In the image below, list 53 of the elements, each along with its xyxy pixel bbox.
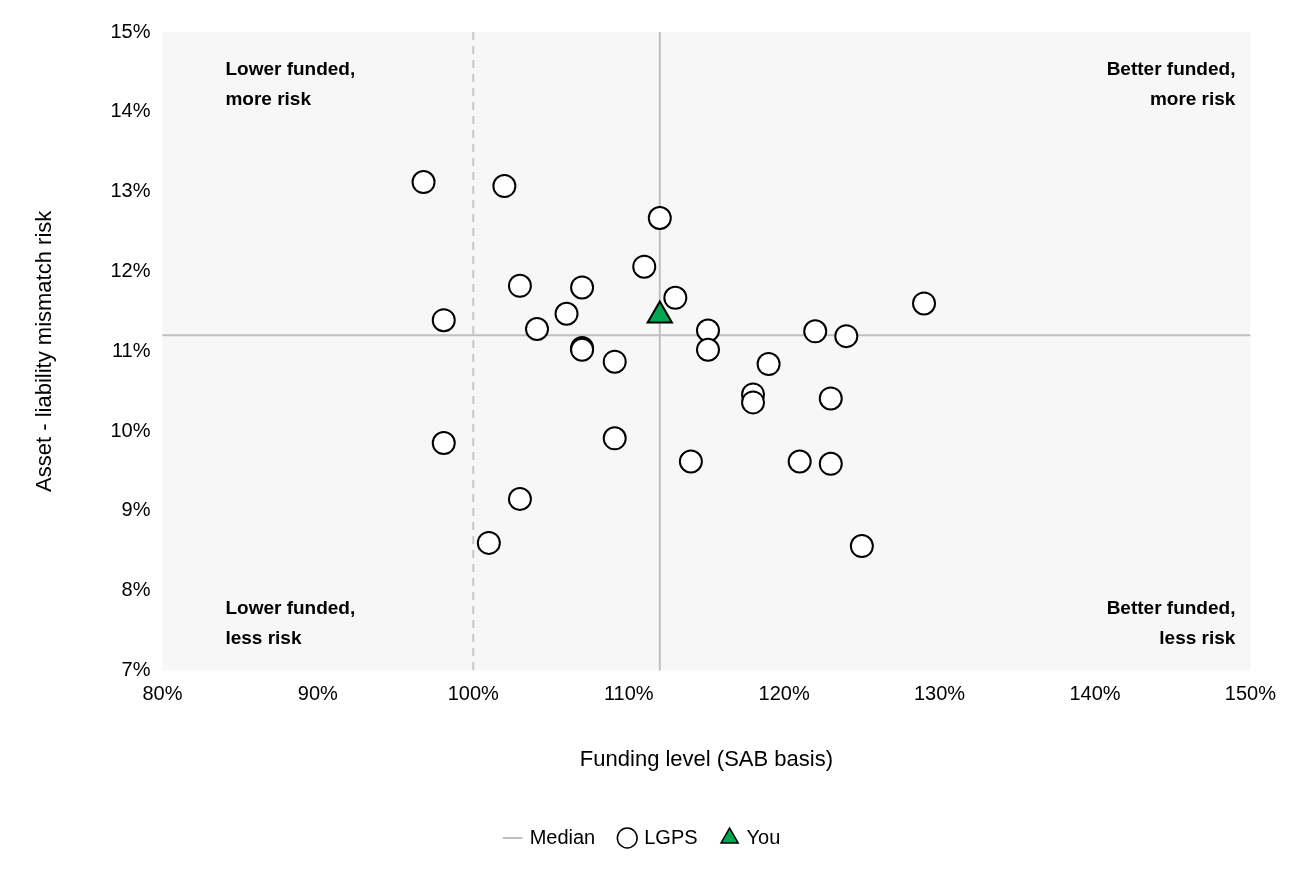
y-axis-title: Asset - liability mismatch risk (31, 209, 57, 492)
y-tick-label: 13% (110, 179, 151, 202)
legend-label: Median (529, 825, 596, 848)
point (602, 426, 627, 451)
point (570, 275, 595, 300)
x-tick-label: 150% (1224, 682, 1277, 705)
x-tick-label: 140% (1069, 682, 1121, 705)
point (818, 386, 843, 411)
y-tick-label: 7% (121, 658, 151, 681)
point (632, 254, 657, 279)
y-tick-label: 15% (110, 19, 151, 42)
x-tick-label: 120% (758, 682, 810, 705)
y-tick-label: 12% (110, 258, 151, 281)
annotation: Lower funded, less risk (225, 596, 356, 648)
point (431, 308, 456, 333)
point (818, 451, 843, 476)
point (741, 390, 766, 415)
y-tick-label: 11% (111, 338, 151, 361)
point (849, 534, 874, 559)
y-tick-label: 9% (121, 498, 151, 521)
point (431, 431, 456, 456)
point (554, 301, 579, 326)
point (525, 316, 550, 341)
x-tick-label: 80% (142, 682, 183, 705)
point (663, 285, 688, 310)
point (492, 174, 517, 199)
point (803, 319, 828, 344)
annotation: Better funded, more risk (1106, 58, 1236, 110)
point (507, 273, 532, 298)
y-tick-label: 14% (110, 99, 151, 122)
x-tick-label: 90% (297, 682, 339, 705)
x-axis-title: Funding level (SAB basis) (579, 745, 833, 771)
point (912, 291, 937, 316)
point (834, 324, 859, 349)
point (647, 205, 672, 230)
point (411, 170, 436, 195)
annotation: Lower funded, more risk (225, 58, 356, 110)
point (476, 530, 501, 555)
legend-label: You (746, 825, 781, 848)
point (756, 352, 781, 377)
point (695, 318, 720, 343)
x-tick-label: 130% (913, 682, 966, 705)
point (602, 349, 627, 374)
x-tick-label: 100% (447, 682, 500, 705)
point (695, 337, 720, 362)
y-tick-label: 8% (121, 578, 151, 601)
legend-label: LGPS (644, 825, 698, 848)
x-tick-label: 110% (603, 682, 654, 705)
y-tick-label: 10% (110, 418, 151, 441)
point (507, 486, 532, 511)
point (787, 449, 812, 474)
point (678, 449, 703, 474)
annotation: Better funded, less risk (1106, 596, 1236, 648)
